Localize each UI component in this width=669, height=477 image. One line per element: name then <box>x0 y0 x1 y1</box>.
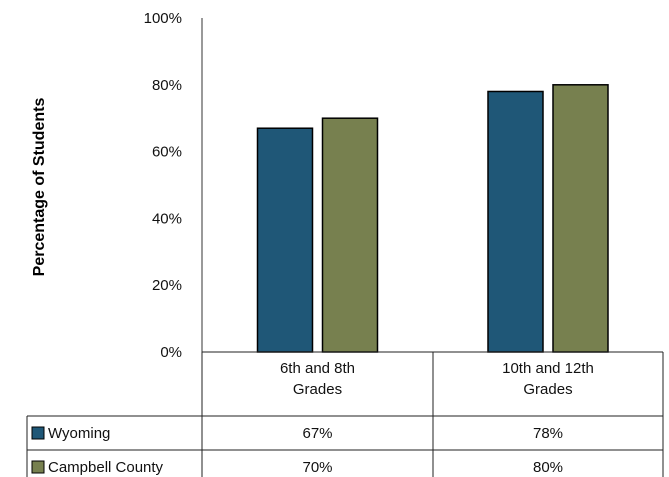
data-label: 67% <box>302 425 332 442</box>
legend-swatch <box>31 460 45 474</box>
data-label: 78% <box>533 425 563 442</box>
y-tick-label: 100% <box>144 10 182 27</box>
y-tick-label: 40% <box>152 210 182 227</box>
y-tick-label: 0% <box>160 344 182 361</box>
bars <box>256 84 609 353</box>
y-axis-title: Percentage of Students <box>31 98 48 277</box>
y-tick-label: 20% <box>152 277 182 294</box>
legend-swatch <box>31 426 45 440</box>
data-label: 80% <box>533 459 563 476</box>
y-axis-ticks: 0% 20% 40% 60% 80% 100% <box>144 10 203 361</box>
y-tick-label: 80% <box>152 77 182 94</box>
y-tick-label: 60% <box>152 144 182 161</box>
x-tick-label: 6th and 8th Grades <box>280 360 355 398</box>
data-table: 6th and 8th Grades 10th and 12th Grades Wyom… <box>26 351 664 477</box>
bar <box>487 90 544 353</box>
x-tick-label: 10th and 12th Grades <box>502 360 594 398</box>
legend-label: Wyoming <box>48 425 110 442</box>
bar <box>256 127 314 353</box>
data-label: 70% <box>302 459 332 476</box>
legend-label: Campbell County <box>48 459 164 476</box>
bar <box>552 84 609 353</box>
bar <box>321 117 379 353</box>
